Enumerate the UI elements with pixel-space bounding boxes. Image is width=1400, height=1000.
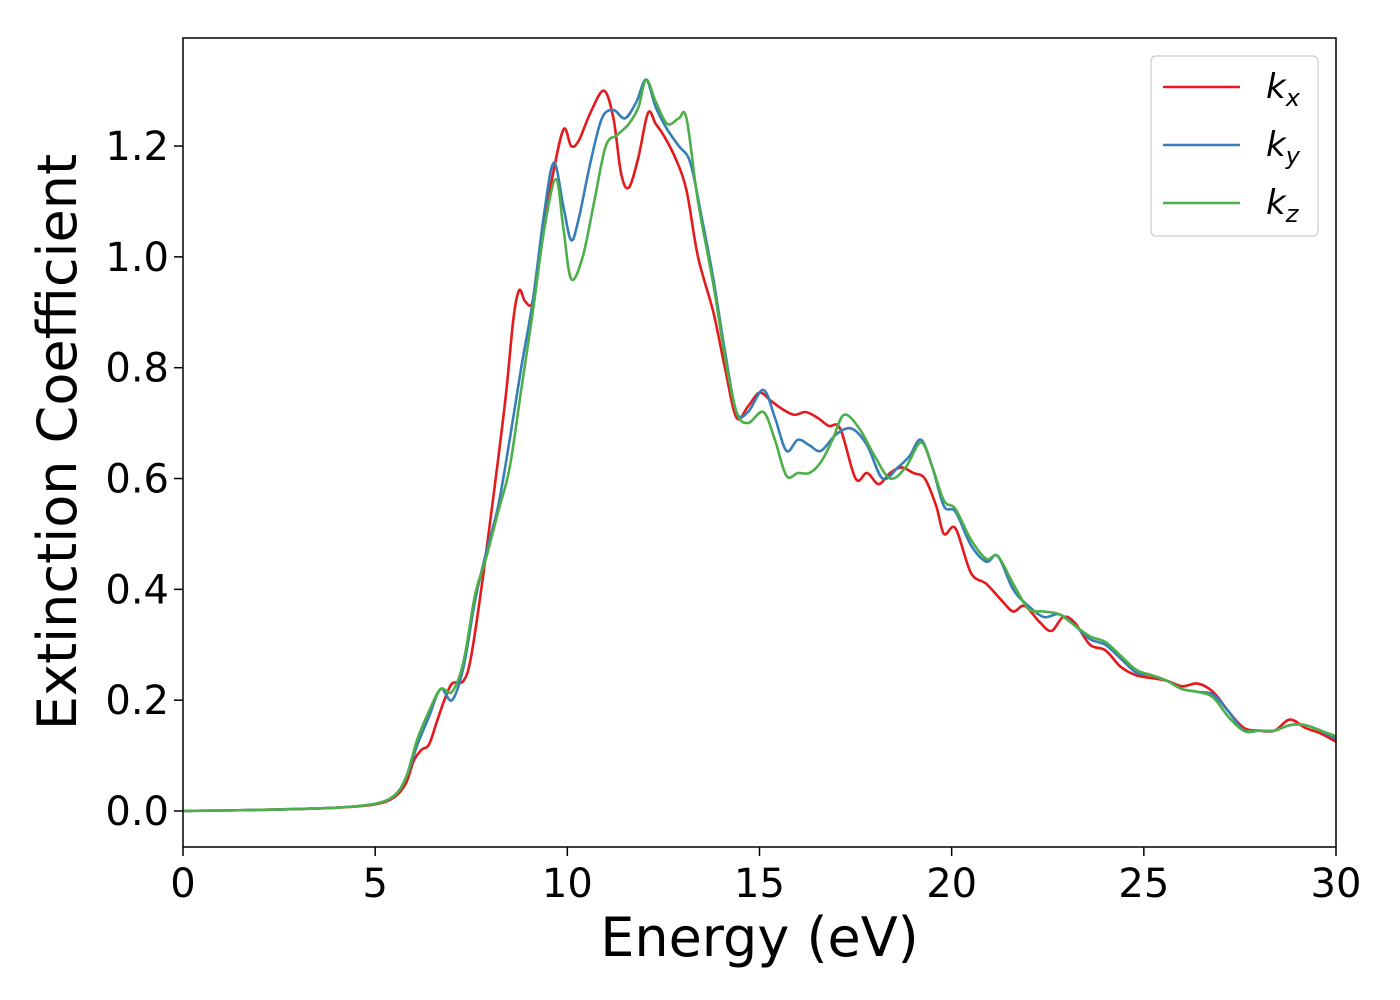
legend-label-subscript: y [1285,142,1301,170]
plot-lines [183,78,1336,813]
x-tick-label: 15 [734,861,785,907]
x-tick-label: 30 [1311,861,1362,907]
legend-label-main: k [1266,67,1287,107]
legend-label-subscript: z [1285,200,1300,228]
y-tick-label: 0.4 [105,567,169,613]
x-axis-ticks: 0 5 10 15 20 25 30 [170,847,1361,907]
x-tick-label: 10 [542,861,593,907]
x-axis-label: Energy (eV) [600,906,919,969]
y-tick-label: 0.8 [105,346,169,392]
legend-label-main: k [1266,125,1287,165]
y-axis-label: Extinction Coefficient [26,154,89,730]
y-tick-label: 0.0 [105,789,169,835]
legend-label-kz: kz [1266,183,1300,228]
x-tick-label: 20 [926,861,977,907]
y-tick-label: 0.6 [105,457,169,503]
legend-label-ky: ky [1266,125,1301,170]
x-tick-label: 0 [170,861,195,907]
legend-label-main: k [1266,183,1287,223]
y-tick-label: 1.2 [105,124,169,170]
y-tick-label: 1.0 [105,235,169,281]
y-axis-ticks: 0.0 0.2 0.4 0.6 0.8 1.0 1.2 [105,124,183,835]
x-tick-label: 25 [1118,861,1169,907]
y-tick-label: 0.2 [105,678,169,724]
legend-label-kx: kx [1266,67,1301,112]
series-line-kz [183,78,1336,813]
x-tick-label: 5 [362,861,387,907]
legend-label-subscript: x [1285,84,1301,112]
